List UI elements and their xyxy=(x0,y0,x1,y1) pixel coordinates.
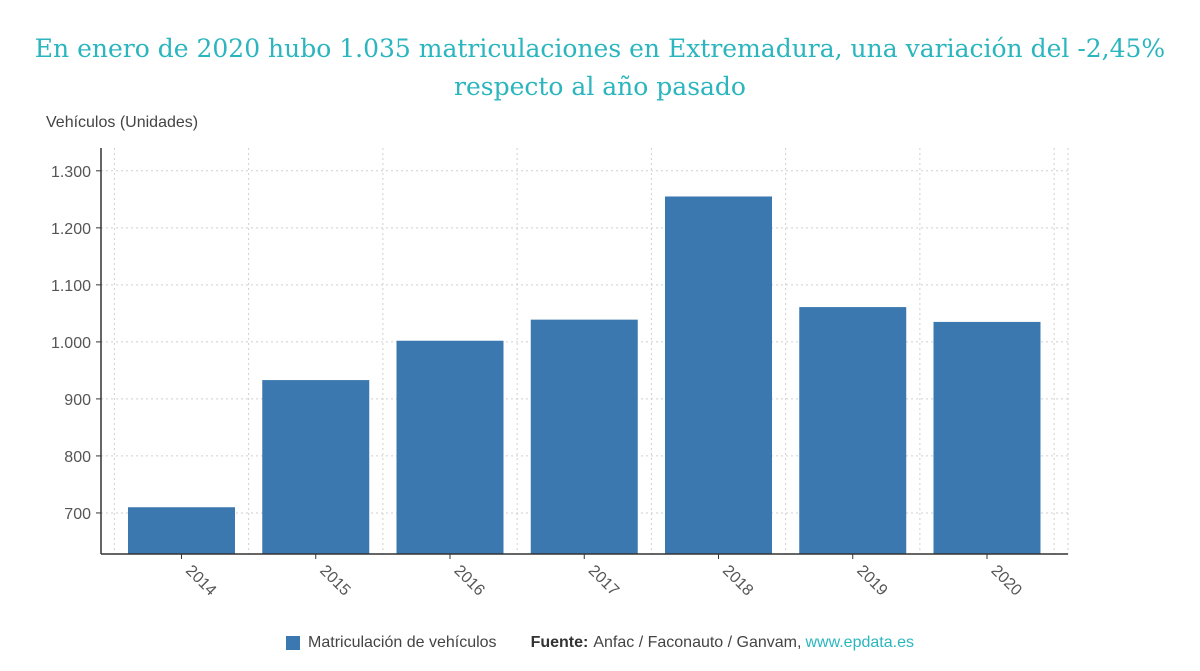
y-tick-label: 800 xyxy=(64,449,91,466)
y-tick-label: 1.200 xyxy=(51,221,91,238)
bar-2015 xyxy=(262,380,370,554)
bar-2018 xyxy=(665,196,772,554)
chart-title-line-1: En enero de 2020 hubo 1.035 matriculacio… xyxy=(34,34,1166,63)
source-note: Fuente: Anfac / Faconauto / Ganvam, www.ep… xyxy=(531,634,914,652)
x-tick-label: 2019 xyxy=(853,562,890,599)
chart-title-line-2: respecto al año pasado xyxy=(454,72,746,101)
y-tick-label: 900 xyxy=(64,392,91,409)
legend: Matriculación de vehículos Fuente: Anfac … xyxy=(0,634,1200,652)
y-tick-label: 700 xyxy=(64,506,91,523)
y-tick-label: 1.100 xyxy=(51,278,91,295)
x-tick-label: 2020 xyxy=(988,562,1025,599)
x-tick-label: 2014 xyxy=(182,562,219,599)
bar-2017 xyxy=(530,319,638,554)
y-axis-label: Vehículos (Unidades) xyxy=(46,114,199,131)
y-tick-label: 1.300 xyxy=(51,164,91,181)
y-tick-label: 1.000 xyxy=(51,335,91,352)
legend-item: Matriculación de vehículos xyxy=(286,634,497,652)
source-text: Anfac / Faconauto / Ganvam, xyxy=(593,634,802,651)
bar-2016 xyxy=(396,340,504,554)
legend-swatch xyxy=(286,636,301,650)
x-tick-label: 2015 xyxy=(316,562,353,599)
x-tick-label: 2017 xyxy=(585,562,622,599)
x-tick-label: 2016 xyxy=(451,562,488,599)
bar-2020 xyxy=(933,321,1041,554)
source-label: Fuente: xyxy=(530,634,589,651)
legend-label: Matriculación de vehículos xyxy=(308,634,497,651)
source-link[interactable]: www.epdata.es xyxy=(805,634,914,651)
chart-title: En enero de 2020 hubo 1.035 matriculacio… xyxy=(0,30,1200,106)
x-tick-label: 2018 xyxy=(719,562,756,599)
bar-2014 xyxy=(128,507,235,554)
bar-2019 xyxy=(799,307,907,554)
